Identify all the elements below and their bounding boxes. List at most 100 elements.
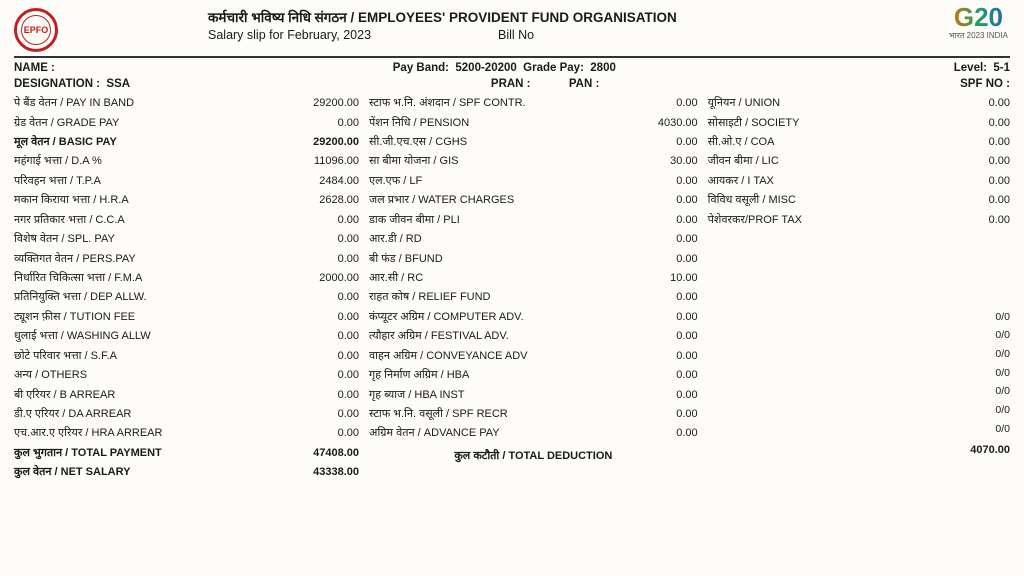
line-label: एल.एफ / LF [369,173,422,190]
line-label: एच.आर.ए एरियर / HRA ARREAR [14,425,162,442]
line-item: सी.ओ.ए / COA0.00 [708,133,1010,152]
line-value: 30.00 [638,153,698,170]
deductions-column: स्टाफ भ.नि. अंशदान / SPF CONTR.0.00पेंशन… [369,94,698,482]
line-value: 2484.00 [299,173,359,190]
ratio-row: 0/0 [708,419,1010,438]
line-label: डी.ए एरियर / DA ARREAR [14,406,131,423]
total-deduction-label: कुल कटौती / TOTAL DEDUCTION [454,448,612,465]
line-value: 0.00 [638,231,698,248]
line-value: 0.00 [950,115,1010,132]
line-value: 10.00 [638,270,698,287]
line-label: डाक जीवन बीमा / PLI [369,212,460,229]
org-title-hi: कर्मचारी भविष्य निधि संगठन [208,10,347,25]
line-item: यूनियन / UNION0.00 [708,94,1010,113]
line-label: राहत कोष / RELIEF FUND [369,289,490,306]
line-item: मूल वेतन / BASIC PAY29200.00 [14,133,359,152]
line-label: मूल वेतन / BASIC PAY [14,134,117,151]
ratio-row: 0/0 [708,308,1010,327]
line-label: कुल भुगतान / TOTAL PAYMENT [14,445,162,462]
line-label: ग्रेड वेतन / GRADE PAY [14,115,119,132]
ratio-row: 0/0 [708,364,1010,383]
slip-for: Salary slip for February, 2023 [208,28,371,42]
line-value: 0.00 [638,425,698,442]
line-value: 43338.00 [299,464,359,481]
line-label: गृह ब्याज / HBA INST [369,387,464,404]
line-item: डाक जीवन बीमा / PLI0.00 [369,211,698,230]
line-label: परिवहन भत्ता / T.P.A [14,173,101,190]
line-item: महंगाई भत्ता / D.A %11096.00 [14,152,359,171]
line-item: व्यक्तिगत वेतन / PERS.PAY 0.00 [14,249,359,268]
line-label: व्यक्तिगत वेतन / PERS.PAY [14,251,136,268]
line-label: स्टाफ भ.नि. अंशदान / SPF CONTR. [369,95,526,112]
line-value: 11096.00 [299,153,359,170]
line-item: प्रतिनियुक्ति भत्ता / DEP ALLW.0.00 [14,288,359,307]
line-item: पेशेवरकर/PROF TAX0.00 [708,211,1010,230]
line-label: अग्रिम वेतन / ADVANCE PAY [369,425,500,442]
line-label: निर्धारित चिकित्सा भत्ता / F.M.A [14,270,142,287]
line-value: 0.00 [638,192,698,209]
line-label: वाहन अग्रिम / CONVEYANCE ADV [369,348,527,365]
line-label: यूनियन / UNION [708,95,780,112]
meta-row-1: NAME : Pay Band: 5200-20200 Grade Pay: 2… [14,60,1010,76]
line-label: छोटे परिवार भत्ता / S.F.A [14,348,117,365]
line-value: 0.00 [299,251,359,268]
ratio-value: 0/0 [980,421,1010,437]
ratio-value: 0/0 [980,309,1010,325]
line-value: 0.00 [299,348,359,365]
line-item: मकान किराया भत्ता / H.R.A 2628.00 [14,191,359,210]
line-item: पेंशन निधि / PENSION4030.00 [369,113,698,132]
line-value: 0.00 [638,289,698,306]
earnings-column: पे बैंड वेतन / PAY IN BAND 29200.00 ग्रेड … [14,94,359,482]
line-item: एल.एफ / LF0.00 [369,172,698,191]
line-item: सी.जी.एच.एस / CGHS0.00 [369,133,698,152]
line-label: सी.ओ.ए / COA [708,134,775,151]
line-item: त्यौहार अग्रिम / FESTIVAL ADV.0.00 [369,327,698,346]
line-item: जल प्रभार / WATER CHARGES0.00 [369,191,698,210]
line-item: छोटे परिवार भत्ता / S.F.A 0.00 [14,346,359,365]
line-item: धुलाई भत्ता / WASHING ALLW0.00 [14,327,359,346]
total-deduction-value: 4070.00 [950,442,1010,459]
line-label: पेशेवरकर/PROF TAX [708,212,802,229]
line-label: मकान किराया भत्ता / H.R.A [14,192,129,209]
line-item: एच.आर.ए एरियर / HRA ARREAR0.00 [14,424,359,443]
ratio-row: 0/0 [708,382,1010,401]
line-label: कंप्यूटर अग्रिम / COMPUTER ADV. [369,309,524,326]
ratio-value: 0/0 [980,402,1010,418]
line-item: विशेष वेतन / SPL. PAY0.00 [14,230,359,249]
line-item: ट्यूशन फ़ीस / TUTION FEE0.00 [14,308,359,327]
ratio-value: 0/0 [980,346,1010,362]
ratio-row: 0/0 [708,326,1010,345]
line-label: पे बैंड वेतन / PAY IN BAND [14,95,134,112]
line-item: सोसाइटी / SOCIETY 0.00 [708,113,1010,132]
slip-line: Salary slip for February, 2023 Bill No [208,28,1010,42]
columns: पे बैंड वेतन / PAY IN BAND 29200.00 ग्रेड … [14,94,1010,482]
line-item: आयकर / I TAX0.00 [708,172,1010,191]
line-item: परिवहन भत्ता / T.P.A 2484.00 [14,172,359,191]
line-item: बी एरियर / B ARREAR0.00 [14,385,359,404]
line-label: सी.जी.एच.एस / CGHS [369,134,467,151]
line-value: 0.00 [638,328,698,345]
line-item: वाहन अग्रिम / CONVEYANCE ADV0.00 [369,346,698,365]
ratio-value: 0/0 [980,365,1010,381]
line-value: 29200.00 [299,95,359,112]
g20-subtext: भारत 2023 INDIA [949,30,1008,41]
line-value: 0.00 [950,173,1010,190]
org-title: कर्मचारी भविष्य निधि संगठन / EMPLOYEES' … [208,8,1010,26]
line-value: 0.00 [299,406,359,423]
meta-row-2: DESIGNATION : SSA PRAN : PAN : SPF NO : [14,76,1010,92]
line-value: 0.00 [299,212,359,229]
line-label: सोसाइटी / SOCIETY [708,115,800,132]
line-item: स्टाफ भ.नि. अंशदान / SPF CONTR.0.00 [369,94,698,113]
line-value: 0.00 [950,153,1010,170]
line-item: विविध वसूली / MISC0.00 [708,191,1010,210]
line-value: 0.00 [299,115,359,132]
ratio-value: 0/0 [980,327,1010,343]
line-value: 0.00 [638,406,698,423]
line-item: आर.सी / RC10.00 [369,269,698,288]
ratio-value: 0/0 [980,383,1010,399]
line-item: पे बैंड वेतन / PAY IN BAND 29200.00 [14,94,359,113]
line-item: जीवन बीमा / LIC0.00 [708,152,1010,171]
line-value: 2628.00 [299,192,359,209]
line-label: अन्य / OTHERS [14,367,87,384]
line-label: विविध वसूली / MISC [708,192,796,209]
